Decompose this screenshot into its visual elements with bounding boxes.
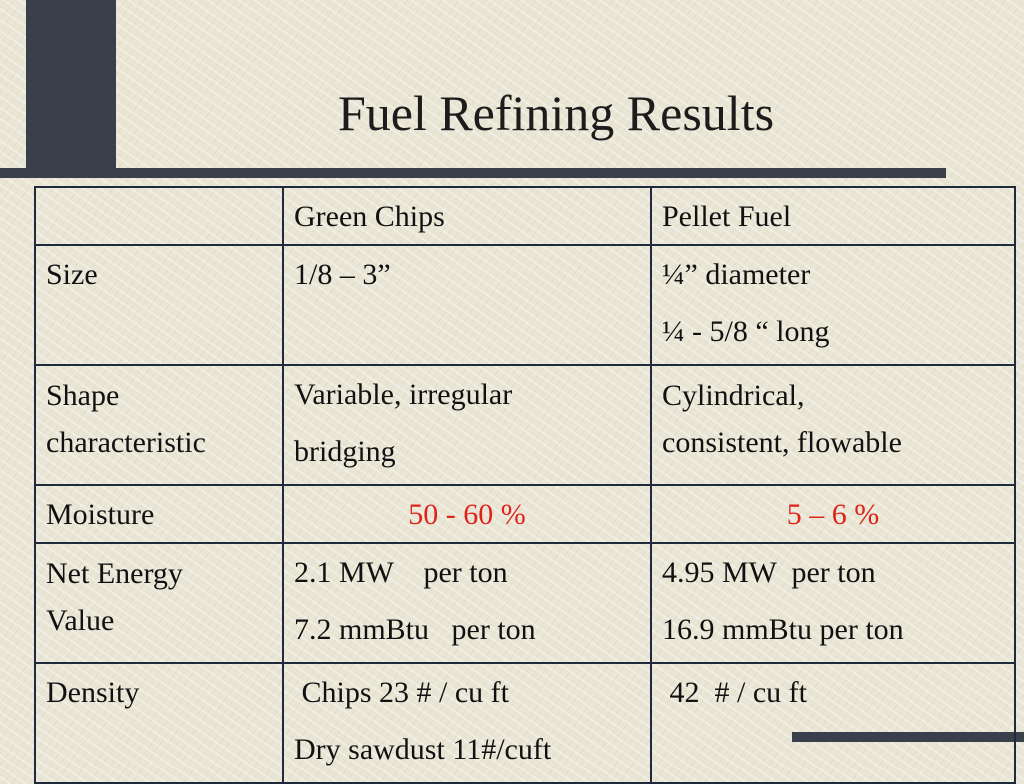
- cell-shape-pellet-fuel: Cylindrical, consistent, flowable: [651, 365, 1015, 485]
- table-row-net-energy: Net Energy Value 2.1 MW per ton 7.2 mmBt…: [35, 543, 1015, 663]
- table-row-moisture: Moisture 50 - 60 % 5 – 6 %: [35, 485, 1015, 543]
- cell-moisture-pellet-fuel: 5 – 6 %: [651, 485, 1015, 543]
- cell-energy-pellet-fuel: 4.95 MW per ton 16.9 mmBtu per ton: [651, 543, 1015, 663]
- table-row-shape: Shape characteristic Variable, irregular…: [35, 365, 1015, 485]
- row-label-shape: Shape characteristic: [35, 365, 283, 485]
- row-label-size: Size: [35, 245, 283, 365]
- table-row-size: Size 1/8 – 3” ¼” diameter ¼ - 5/8 “ long: [35, 245, 1015, 365]
- table-row-density: Density Chips 23 # / cu ft Dry sawdust 1…: [35, 663, 1015, 783]
- cell-density-pellet-fuel: 42 # / cu ft: [651, 663, 1015, 783]
- header-cell-empty: [35, 187, 283, 245]
- cell-size-green-chips: 1/8 – 3”: [283, 245, 651, 365]
- table-header-row: Green Chips Pellet Fuel: [35, 187, 1015, 245]
- row-label-density: Density: [35, 663, 283, 783]
- header-cell-pellet-fuel: Pellet Fuel: [651, 187, 1015, 245]
- results-table: Green Chips Pellet Fuel Size 1/8 – 3” ¼”…: [34, 186, 1016, 784]
- cell-energy-green-chips: 2.1 MW per ton 7.2 mmBtu per ton: [283, 543, 651, 663]
- header-cell-green-chips: Green Chips: [283, 187, 651, 245]
- slide-title: Fuel Refining Results: [0, 88, 1024, 138]
- cell-moisture-green-chips: 50 - 60 %: [283, 485, 651, 543]
- row-label-net-energy: Net Energy Value: [35, 543, 283, 663]
- cell-shape-green-chips: Variable, irregular bridging: [283, 365, 651, 485]
- cell-density-green-chips: Chips 23 # / cu ft Dry sawdust 11#/cuft: [283, 663, 651, 783]
- cell-size-pellet-fuel: ¼” diameter ¼ - 5/8 “ long: [651, 245, 1015, 365]
- decorative-rule-top: [0, 168, 946, 178]
- row-label-moisture: Moisture: [35, 485, 283, 543]
